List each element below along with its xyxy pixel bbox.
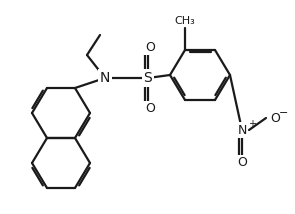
Text: S: S bbox=[144, 71, 153, 85]
Text: O: O bbox=[145, 41, 155, 54]
Text: O: O bbox=[145, 102, 155, 115]
Text: CH₃: CH₃ bbox=[175, 16, 195, 26]
Text: N: N bbox=[237, 123, 247, 137]
Text: −: − bbox=[279, 108, 289, 118]
Text: O: O bbox=[270, 111, 280, 125]
Text: +: + bbox=[248, 119, 256, 129]
Text: O: O bbox=[237, 156, 247, 169]
Text: N: N bbox=[100, 71, 110, 85]
